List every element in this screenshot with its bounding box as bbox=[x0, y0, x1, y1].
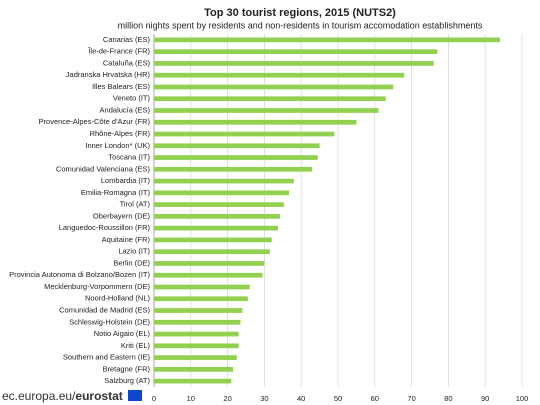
bar bbox=[154, 261, 265, 266]
y-tick-label: Illes Balears (ES) bbox=[92, 82, 150, 91]
chart-title: Top 30 tourist regions, 2015 (NUTS2) bbox=[204, 7, 396, 19]
bar bbox=[154, 37, 500, 43]
bar bbox=[154, 96, 386, 102]
bar bbox=[154, 155, 318, 160]
y-tick-label: Aquitaine (FR) bbox=[102, 235, 151, 244]
bar bbox=[154, 108, 379, 113]
bar bbox=[154, 72, 405, 78]
bar bbox=[154, 166, 313, 172]
bar bbox=[154, 143, 320, 149]
y-tick-label: Bretagne (FR) bbox=[102, 364, 150, 373]
bar bbox=[154, 131, 335, 137]
y-tick-label: Southern and Eastern (IE) bbox=[63, 353, 151, 362]
y-tick-label: Veneto (IT) bbox=[113, 94, 151, 103]
y-tick-label: Jadranska Hrvatska (HR) bbox=[66, 70, 151, 79]
y-tick-label: Toscana (IT) bbox=[108, 153, 150, 162]
y-tick-label: Emilia-Romagna (IT) bbox=[81, 188, 151, 197]
bar bbox=[154, 61, 434, 66]
bar bbox=[154, 355, 237, 360]
y-tick-label: Cataluña (ES) bbox=[103, 58, 151, 67]
source-site: ec.europa.eu/ bbox=[2, 389, 76, 403]
bar bbox=[154, 296, 248, 302]
y-tick-label: Lombardia (IT) bbox=[101, 176, 151, 185]
bar bbox=[154, 308, 243, 313]
y-tick-label: Canarias (ES) bbox=[103, 35, 151, 44]
chart-subtitle: million nights spent by residents and no… bbox=[118, 20, 483, 30]
bar bbox=[154, 49, 438, 55]
bar bbox=[154, 84, 394, 90]
source: ec.europa.eu/eurostat bbox=[2, 389, 123, 403]
x-tick-label: 60 bbox=[371, 394, 379, 403]
x-tick-label: 70 bbox=[407, 394, 415, 403]
y-tick-label: Noord-Holland (NL) bbox=[85, 294, 151, 303]
bar bbox=[154, 284, 250, 290]
x-tick-label: 30 bbox=[260, 394, 268, 403]
y-tick-label: Provence-Alpes-Côte d'Azur (FR) bbox=[39, 117, 151, 126]
y-tick-label: Comunidad de Madrid (ES) bbox=[59, 306, 150, 315]
y-tick-label: Tirol (AT) bbox=[120, 200, 151, 209]
source-brand: eurostat bbox=[75, 389, 122, 403]
bar bbox=[154, 237, 272, 243]
bar bbox=[154, 331, 239, 337]
bar bbox=[154, 202, 284, 207]
x-tick-label: 20 bbox=[223, 394, 231, 403]
y-tick-label: Lazio (IT) bbox=[118, 247, 150, 256]
y-tick-label: Kriti (EL) bbox=[121, 341, 151, 350]
x-tick-label: 100 bbox=[516, 394, 529, 403]
y-tick-label: Schleswig-Holstein (DE) bbox=[69, 317, 150, 326]
x-tick-label: 80 bbox=[444, 394, 452, 403]
bar bbox=[154, 378, 232, 384]
y-tick-label: Andalucía (ES) bbox=[100, 105, 151, 114]
y-tick-label: Berlin (DE) bbox=[113, 258, 150, 267]
x-tick-label: 50 bbox=[334, 394, 342, 403]
bar bbox=[154, 249, 270, 255]
bar bbox=[154, 319, 241, 325]
y-tick-label: Languedoc-Roussillon (FR) bbox=[59, 223, 151, 232]
bar bbox=[154, 119, 357, 125]
y-tick-label: Mecklenburg-Vorpommern (DE) bbox=[44, 282, 150, 291]
y-tick-label: Salzburg (AT) bbox=[104, 376, 150, 385]
bar bbox=[154, 225, 279, 231]
y-tick-label: Provincia Autonoma di Bolzano/Bozen (IT) bbox=[9, 270, 150, 279]
bar bbox=[154, 190, 290, 196]
y-tick-label: Oberbayern (DE) bbox=[93, 211, 151, 220]
bar bbox=[154, 178, 294, 184]
y-tick-label: Île-de-France (FR) bbox=[87, 47, 150, 56]
x-tick-label: 90 bbox=[481, 394, 489, 403]
eu-flag bbox=[128, 390, 142, 401]
bar bbox=[154, 343, 239, 349]
y-tick-label: Notio Aigaio (EL) bbox=[94, 329, 151, 338]
bar bbox=[154, 214, 280, 219]
y-tick-label: Inner London* (UK) bbox=[85, 141, 150, 150]
x-tick-label: 0 bbox=[152, 394, 156, 403]
bar bbox=[154, 272, 263, 278]
y-tick-label: Comunidad Valenciana (ES) bbox=[56, 164, 151, 173]
y-tick-label: Rhône-Alpes (FR) bbox=[90, 129, 151, 138]
x-tick-label: 10 bbox=[187, 394, 195, 403]
x-tick-label: 40 bbox=[297, 394, 305, 403]
bar bbox=[154, 366, 234, 372]
